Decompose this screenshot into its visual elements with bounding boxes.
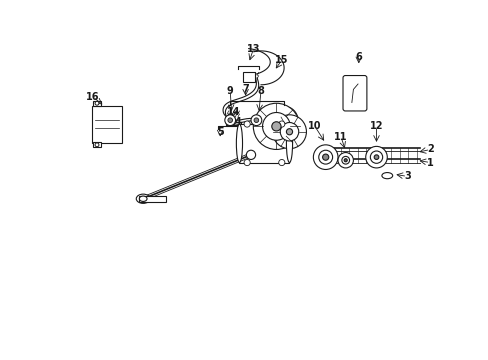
Circle shape [373, 155, 378, 159]
Text: 5: 5 [216, 127, 223, 137]
Text: 14: 14 [226, 108, 240, 117]
Text: 15: 15 [274, 55, 288, 65]
Circle shape [272, 115, 306, 149]
FancyBboxPatch shape [342, 76, 366, 111]
Text: 10: 10 [307, 121, 321, 131]
Text: 8: 8 [257, 86, 264, 96]
Ellipse shape [136, 194, 150, 203]
Circle shape [278, 159, 285, 166]
Ellipse shape [139, 196, 147, 202]
Circle shape [344, 159, 346, 162]
Circle shape [365, 147, 386, 168]
Circle shape [253, 103, 299, 149]
Ellipse shape [236, 124, 242, 163]
Text: 9: 9 [226, 86, 233, 96]
Text: 12: 12 [369, 121, 383, 131]
Text: 6: 6 [355, 52, 362, 62]
Circle shape [318, 150, 332, 164]
Bar [91, 105, 122, 143]
Text: 11: 11 [334, 132, 347, 142]
Text: 13: 13 [246, 44, 260, 54]
Circle shape [286, 129, 292, 135]
Circle shape [95, 101, 99, 105]
Text: 4: 4 [234, 117, 241, 127]
Circle shape [280, 122, 298, 141]
Circle shape [369, 151, 382, 163]
Circle shape [244, 159, 250, 166]
Bar [93, 101, 101, 106]
Circle shape [337, 153, 353, 168]
Text: 2: 2 [426, 144, 433, 154]
Circle shape [254, 118, 258, 122]
Text: 7: 7 [242, 84, 248, 94]
Circle shape [341, 156, 349, 164]
Bar [239, 124, 289, 163]
Circle shape [322, 154, 328, 160]
Circle shape [227, 118, 232, 122]
Circle shape [244, 121, 250, 127]
Ellipse shape [381, 172, 392, 179]
Circle shape [95, 143, 99, 147]
Text: 1: 1 [426, 158, 433, 167]
Bar [242, 72, 254, 82]
Circle shape [246, 150, 255, 159]
Text: 16: 16 [86, 92, 100, 102]
Circle shape [250, 115, 261, 126]
Circle shape [224, 115, 235, 126]
Circle shape [262, 112, 290, 140]
Bar [93, 142, 101, 147]
Text: 3: 3 [403, 171, 410, 181]
Ellipse shape [264, 112, 279, 126]
Ellipse shape [286, 124, 292, 163]
Circle shape [271, 122, 281, 131]
Bar [139, 196, 166, 202]
Circle shape [278, 121, 285, 127]
Circle shape [313, 145, 337, 170]
